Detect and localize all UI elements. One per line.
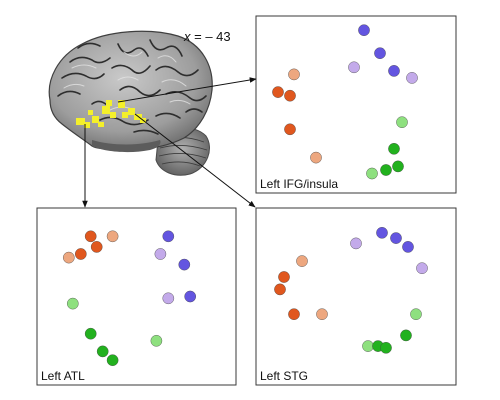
roi-voxel <box>88 110 93 115</box>
point-green-light <box>396 116 408 128</box>
point-purple-dark <box>374 47 386 60</box>
point-purple-dark <box>402 241 414 253</box>
temporal-lobe-shadow <box>92 140 161 153</box>
sulci-pattern <box>57 39 207 135</box>
point-green-dark <box>106 354 119 367</box>
arrow-to-ifg-insula <box>117 77 257 103</box>
point-orange-light <box>310 151 322 164</box>
roi-voxel <box>122 112 128 118</box>
point-purple-dark <box>184 290 196 303</box>
point-purple-light <box>416 262 428 275</box>
point-purple-light <box>162 292 175 305</box>
brain-sagittal-image <box>48 30 213 176</box>
roi-voxel <box>134 114 142 120</box>
panel-left-stg: Left STG <box>255 207 457 386</box>
panel-frame <box>255 15 457 194</box>
roi-voxel <box>84 122 90 128</box>
scatter-points <box>274 226 428 354</box>
point-orange-dark <box>288 308 300 321</box>
point-orange-dark <box>75 248 87 260</box>
point-green-light <box>366 167 378 180</box>
point-orange-dark <box>272 86 284 98</box>
point-green-dark <box>84 327 97 340</box>
panel-frame <box>255 207 457 386</box>
slice-axis-value: = – 43 <box>191 29 231 44</box>
point-purple-dark <box>376 226 388 239</box>
scatter-points <box>63 230 196 367</box>
scatter-points <box>272 24 418 180</box>
roi-voxel <box>106 100 112 106</box>
point-green-dark <box>380 164 392 176</box>
slice-axis-letter: x <box>183 29 191 44</box>
point-green-light <box>410 308 422 321</box>
point-purple-light <box>406 72 418 84</box>
point-green-dark <box>400 329 412 342</box>
point-purple-dark <box>358 24 370 37</box>
panel-frame <box>36 207 237 386</box>
point-orange-light <box>296 255 308 267</box>
point-orange-dark <box>278 271 290 283</box>
point-purple-dark <box>178 258 191 271</box>
roi-voxel <box>98 122 104 127</box>
roi-voxel <box>118 100 125 108</box>
point-orange-light <box>316 308 328 321</box>
point-orange-light <box>106 230 119 243</box>
point-purple-light <box>348 61 360 74</box>
cerebrum <box>48 30 213 150</box>
point-green-dark <box>388 142 400 155</box>
panel-label: Left IFG/insula <box>260 177 338 191</box>
point-orange-dark <box>90 241 103 253</box>
point-green-light <box>362 340 374 352</box>
point-green-dark <box>380 341 392 354</box>
point-purple-dark <box>162 230 175 243</box>
point-orange-dark <box>284 123 296 136</box>
point-green-dark <box>96 345 109 358</box>
point-orange-dark <box>274 283 286 296</box>
point-orange-light <box>288 68 300 81</box>
roi-voxel <box>76 118 85 125</box>
point-green-dark <box>392 160 404 173</box>
roi-voxel <box>128 108 135 115</box>
arrow-to-stg <box>134 113 256 208</box>
panel-label: Left ATL <box>41 369 85 383</box>
point-purple-dark <box>390 232 402 244</box>
point-green-light <box>67 297 79 310</box>
slice-coordinate-label: x = – 43 <box>183 29 231 44</box>
point-orange-light <box>63 251 75 264</box>
panel-label: Left STG <box>260 369 308 383</box>
point-purple-light <box>350 237 362 250</box>
roi-voxel <box>102 106 110 114</box>
panel-left-ifg-insula: Left IFG/insula <box>255 15 457 194</box>
roi-voxel <box>110 112 116 118</box>
point-orange-dark <box>284 89 296 102</box>
point-green-light <box>150 334 163 347</box>
point-purple-dark <box>388 65 400 77</box>
roi-voxel <box>92 116 99 123</box>
point-purple-light <box>154 248 167 260</box>
arrows <box>82 77 257 208</box>
point-orange-dark <box>84 230 97 243</box>
panel-left-atl: Left ATL <box>36 207 237 386</box>
